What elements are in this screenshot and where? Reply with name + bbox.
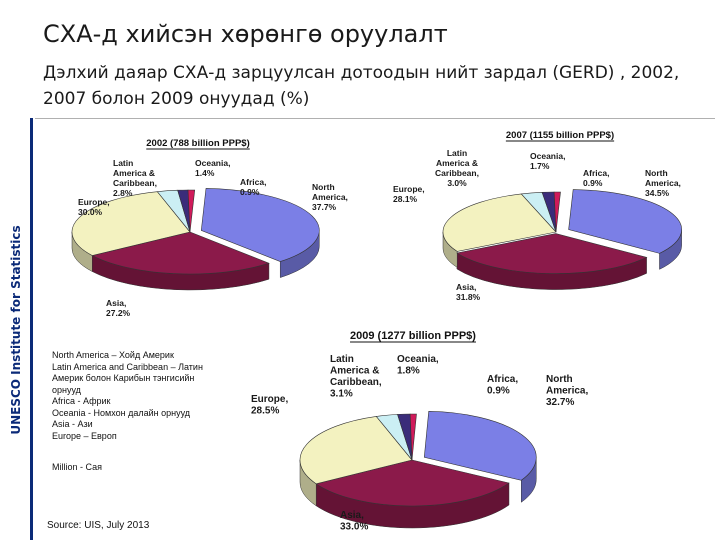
pie-chart-0: 2002 (788 billion PPP$) NorthAmerica,37.7… [71,138,348,318]
pie-data-label: America & [436,158,478,168]
pie-data-label: Oceania, [195,158,230,168]
pie-data-label: 1.8% [397,366,420,377]
pie-data-label: 34.5% [645,188,670,198]
pie-data-label: 37.7% [312,202,337,212]
legend-line: Latin America and Caribbean – Латин [52,361,203,372]
pie-data-label: America & [113,168,155,178]
pie-data-label: America, [645,178,681,188]
pie-data-label: 1.4% [195,168,215,178]
pie-data-label: America & [330,366,379,377]
pie-data-label: 33.0% [340,522,368,533]
sidebar-divider [30,118,33,540]
pie-slice [91,231,270,275]
legend-line: Africa - Африк [52,396,111,406]
pie-data-label: 2.8% [113,188,133,198]
pie-data-label: 3.1% [330,389,353,400]
pie-data-label: Caribbean, [113,178,157,188]
pie-slice [568,189,682,254]
pie-slice [456,233,648,274]
pie-data-label: Caribbean, [330,377,382,388]
pie-data-label: Europe, [393,184,425,194]
pie-data-label: Oceania, [397,354,439,365]
pie-data-label: America, [546,386,588,397]
pie-slice [71,191,191,256]
legend-line: Oceania - Номхон далайн орнууд [52,407,191,418]
pie-data-label: 28.1% [393,194,418,204]
pie-data-label: 32.7% [546,397,574,408]
pie-data-label: 0.9% [583,178,603,188]
source-note: Source: UIS, July 2013 [47,520,150,531]
pie-data-label: 31.8% [456,292,481,302]
legend-notes: North America – Хойд Америк Latin Americ… [52,350,203,442]
pie-data-label: 1.7% [530,161,550,171]
pie-data-label: 30.0% [78,207,103,217]
pie-data-label: 0.9% [240,187,260,197]
pie-data-label: 28.5% [251,406,279,417]
pie-slice [200,188,320,262]
pie-data-label: Africa, [240,177,266,187]
pie-data-label: Africa, [583,168,609,178]
pie-chart-1: 2007 (1155 billion PPP$) NorthAmerica,34.… [393,130,682,302]
pie-data-label: 3.0% [447,178,467,188]
slide-title: СХА-д хийсэн хөрөнгө оруулалт [43,20,448,48]
pie-title: 2002 (788 billion PPP$) [146,138,250,149]
legend-line: орнууд [52,384,81,395]
slide-subtitle: Дэлхий даяар СХА-д зарцуулсан дотоодын н… [43,63,680,109]
pie-data-label: Asia, [456,282,476,292]
pie-slice [187,189,196,233]
pie-data-label: Latin [330,354,354,365]
pie-data-label: Europe, [251,394,288,405]
pie-slice [409,413,417,461]
pie-slice [553,191,561,233]
pie-slice [442,193,557,252]
pie-slice [315,459,510,507]
pie-data-label: Latin [447,148,467,158]
pie-data-label: Europe, [78,197,110,207]
pie-slice [423,411,537,481]
pie-data-label: North [645,168,668,178]
pie-data-label: Asia, [106,298,126,308]
pie-data-label: 27.2% [106,308,131,318]
pie-data-label: Caribbean, [435,168,479,178]
pie-data-label: America, [312,192,348,202]
pie-data-label: Oceania, [530,151,565,161]
pie-chart-2: 2009 (1277 billion PPP$) NorthAmerica,32.… [251,330,588,533]
pie-data-label: 0.9% [487,386,510,397]
title-rule [35,118,715,119]
pie-data-label: Asia, [340,510,364,521]
pie-data-label: Africa, [487,374,518,385]
pie-title: 2007 (1155 billion PPP$) [506,130,614,141]
legend-line: Asia - Ази [52,419,93,429]
pie-data-label: North [312,182,335,192]
pie-data-label: Latin [113,158,133,168]
unit-note: Million - Сая [52,462,102,472]
pie-title: 2009 (1277 billion PPP$) [350,330,476,342]
legend-line: North America – Хойд Америк [52,350,174,360]
sidebar: UNESCO Institute for Statistics [0,0,30,540]
legend-line: Америк болон Карибын тэнгисийн [52,373,195,383]
pie-slice [299,416,413,485]
pie-data-label: North [546,374,573,385]
legend-line: Europe – Европ [52,430,117,441]
